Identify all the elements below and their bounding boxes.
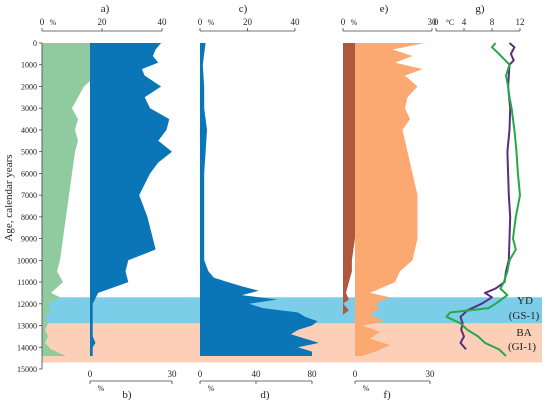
tick-label: 0 — [88, 369, 93, 379]
area-a-0 — [42, 43, 132, 356]
scale-unit-label: % — [50, 18, 57, 27]
data-areas — [42, 43, 425, 356]
scale-unit-label: % — [363, 384, 370, 393]
area-d-0 — [200, 43, 319, 356]
area-f-0 — [355, 43, 425, 356]
y-tick-label: 5000 — [21, 148, 37, 157]
tick-label: 40 — [158, 17, 168, 27]
tick-label: 40 — [291, 17, 301, 27]
tick-label: 20 — [98, 17, 108, 27]
tick-label: 30 — [168, 369, 178, 379]
panel-label: b) — [122, 389, 132, 401]
line-g-0 — [459, 42, 516, 351]
scale-unit-label: °C — [446, 18, 455, 27]
tick-label: 30 — [428, 17, 438, 27]
y-tick-label: 10000 — [17, 256, 37, 265]
y-tick-label: 12000 — [17, 300, 37, 309]
tick-label: 12 — [516, 17, 525, 27]
y-tick-label: 6000 — [21, 169, 37, 178]
panel-label: f) — [383, 389, 391, 401]
scale-unit-label: % — [208, 18, 215, 27]
band-yd-sub: (GS-1) — [509, 310, 540, 322]
panel-label: e) — [380, 3, 389, 15]
y-tick-label: 8000 — [21, 213, 37, 222]
line-g-1 — [445, 42, 521, 357]
panel-label: a) — [101, 3, 110, 15]
area-b-0 — [90, 43, 172, 356]
y-tick-label: 11000 — [17, 278, 37, 287]
y-tick-label: 14000 — [17, 343, 37, 352]
scale-unit-label: % — [98, 384, 105, 393]
tick-label: 0 — [198, 369, 203, 379]
tick-label: 0 — [353, 369, 358, 379]
y-tick-label: 13000 — [17, 322, 37, 331]
y-tick-label: 2000 — [21, 82, 37, 91]
tick-label: 40 — [252, 369, 262, 379]
panel-label: c) — [239, 3, 248, 15]
temperature-lines — [445, 42, 521, 357]
y-axis-label: Age, calendar years — [3, 154, 15, 241]
panel-label: g) — [475, 3, 485, 15]
y-tick-label: 9000 — [21, 235, 37, 244]
tick-label: 0 — [434, 17, 439, 27]
scale-unit-label: % — [351, 18, 358, 27]
tick-label: 0 — [198, 17, 203, 27]
y-tick-label: 1000 — [21, 61, 37, 70]
band-ba-label: BA — [516, 327, 531, 339]
tick-label: 20 — [243, 17, 253, 27]
y-tick-label: 3000 — [21, 104, 37, 113]
band-ba-sub: (GI-1) — [508, 341, 536, 353]
y-tick-label: 0 — [33, 39, 37, 48]
axes: 0 20 40%a)0 30%b)0 20 40%c)0 40 80%d)0 30%e)0 30%… — [17, 3, 525, 401]
tick-label: 30 — [426, 369, 436, 379]
y-tick-label: 15000 — [17, 365, 37, 374]
band-yd-label: YD — [517, 295, 533, 307]
tick-label: 0 — [341, 17, 346, 27]
tick-label: 80 — [308, 369, 318, 379]
panel-label: d) — [260, 389, 270, 401]
y-tick-label: 4000 — [21, 126, 37, 135]
tick-label: 0 — [40, 17, 45, 27]
tick-label: 8 — [490, 17, 495, 27]
tick-label: 4 — [462, 17, 467, 27]
y-tick-label: 7000 — [21, 191, 37, 200]
scale-unit-label: % — [208, 384, 215, 393]
